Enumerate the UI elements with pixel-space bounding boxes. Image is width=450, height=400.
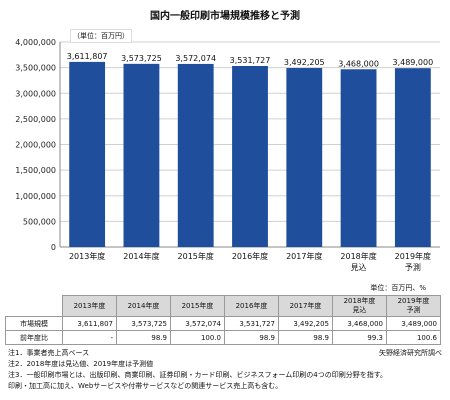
x-tick-label: 2019年度: [395, 251, 431, 261]
data-label: 3,492,205: [284, 58, 325, 67]
bar: [394, 68, 431, 247]
header-year: 2014年度: [127, 301, 160, 310]
table-header-row: 2013年度 2014年度 2015年度 2016年度 2017年度 2018年…: [5, 295, 441, 317]
table-cell: -: [62, 330, 117, 345]
y-tick-label: 3,500,000: [15, 64, 56, 73]
x-tick-label: 2016年度: [232, 251, 268, 261]
note-line: 注3．一般印刷市場とは、出版印刷、商業印刷、証券印刷・カード印刷、ビジネスフォー…: [8, 371, 387, 379]
table-header-cell: 2014年度: [116, 295, 171, 317]
x-tick-label: 2017年度: [286, 251, 322, 261]
table-header-cell: 2018年度 見込: [332, 295, 387, 317]
header-year: 2018年度: [343, 297, 376, 305]
table-cell: 3,489,000: [386, 316, 441, 331]
x-tick-label: 2014年度: [123, 251, 159, 261]
header-sub: 予測: [406, 306, 421, 314]
row-label: 市場規模: [5, 316, 63, 331]
y-tick-label: 1,000,000: [15, 192, 56, 201]
bar: [286, 68, 323, 247]
table-cell: 99.3: [332, 330, 387, 345]
table-row: 前年度比 - 98.9 100.0 98.9 98.9 99.3 100.6: [5, 330, 441, 345]
table-cell: 98.9: [278, 330, 333, 345]
table-cell: 100.0: [170, 330, 225, 345]
table-cell: 3,531,727: [224, 316, 279, 331]
y-tick-label: 3,000,000: [15, 89, 56, 98]
header-year: 2017年度: [289, 301, 322, 310]
note-line: 印刷・加工高に加え、Webサービスや付帯サービスなどの関連サービス売上高も含む。: [8, 382, 283, 390]
bar: [123, 63, 160, 248]
table-unit-label: 単位：百万円、%: [370, 284, 426, 292]
data-label: 3,572,074: [175, 54, 216, 63]
bar: [232, 65, 268, 247]
header-year: 2016年度: [235, 301, 268, 310]
row-label: 前年度比: [5, 330, 63, 345]
bar: [340, 69, 377, 247]
header-year: 2013年度: [73, 301, 106, 310]
x-tick-label: 2013年度: [69, 251, 105, 261]
x-tick-sublabel: 予測: [405, 262, 421, 272]
header-year: 2019年度: [397, 297, 430, 305]
y-tick-label: 2,500,000: [15, 115, 56, 124]
table-cell: 3,611,807: [62, 316, 117, 331]
header-sub: 見込: [352, 306, 367, 314]
note-line: 注1．事業者売上高ベース: [8, 349, 90, 357]
data-label: 3,489,000: [392, 58, 433, 67]
table-cell: 100.6: [386, 330, 441, 345]
note-line: 注2．2018年度は見込値、2019年度は予測値: [8, 360, 154, 368]
table-cell: 3,572,074: [170, 316, 225, 331]
y-tick-label: 0: [51, 243, 56, 252]
table-cell: 3,573,725: [116, 316, 171, 331]
table-cell: 3,468,000: [332, 316, 387, 331]
y-tick-label: 500,000: [23, 217, 56, 226]
table-cell: 3,492,205: [278, 316, 333, 331]
table-cell: 98.9: [116, 330, 171, 345]
table-header-cell: 2019年度 予測: [386, 295, 441, 317]
chart-unit-label: （単位：百万円）: [70, 29, 132, 43]
bar: [69, 61, 106, 247]
data-label: 3,531,727: [230, 56, 271, 65]
notes: 注1．事業者売上高ベース 注2．2018年度は見込値、2019年度は予測値 注3…: [8, 348, 446, 392]
x-tick-label: 2015年度: [178, 251, 214, 261]
table-header-cell: 2016年度: [224, 295, 279, 317]
source-credit: 矢野経済研究所調べ: [379, 349, 442, 357]
bar: [177, 63, 214, 247]
y-tick-label: 1,500,000: [15, 166, 56, 175]
data-label: 3,611,807: [67, 52, 108, 61]
table-cell: 98.9: [224, 330, 279, 345]
table-row: 市場規模 3,611,807 3,573,725 3,572,074 3,531…: [5, 316, 441, 331]
y-tick-label: 2,000,000: [15, 141, 56, 150]
x-tick-label: 2018年度: [340, 251, 376, 261]
data-table: 2013年度 2014年度 2015年度 2016年度 2017年度 2018年…: [5, 295, 441, 345]
chart-title: 国内一般印刷市場規模推移と予測: [150, 11, 300, 22]
table-header-cell: 2015年度: [170, 295, 225, 317]
table-corner-cell: [5, 295, 63, 317]
bar-chart: 0 500,000 1,000,000 1,500,000 2,000,000 2,500…: [15, 38, 440, 272]
table-header-cell: 2017年度: [278, 295, 333, 317]
bars: [69, 61, 431, 248]
data-labels: 3,611,807 3,573,725 3,572,074 3,531,727 3,49…: [67, 52, 433, 68]
data-label: 3,468,000: [338, 59, 379, 68]
x-tick-sublabel: 見込: [351, 263, 367, 272]
y-tick-label: 4,000,000: [15, 38, 56, 47]
header-year: 2015年度: [181, 301, 214, 310]
table-header-cell: 2013年度: [62, 295, 117, 317]
data-label: 3,573,725: [121, 54, 162, 63]
